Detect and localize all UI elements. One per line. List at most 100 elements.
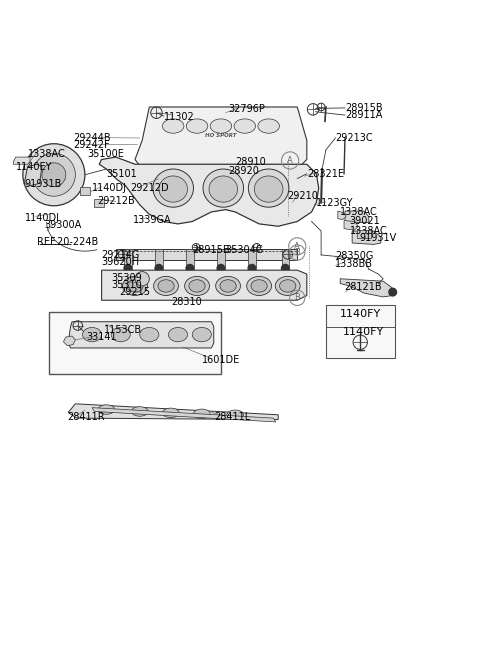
Text: 29214G: 29214G	[102, 250, 140, 260]
Text: 29212B: 29212B	[97, 197, 134, 206]
Ellipse shape	[98, 405, 115, 414]
Text: 28350G: 28350G	[336, 251, 374, 261]
Text: 29212D: 29212D	[130, 183, 169, 193]
Text: 28121B: 28121B	[344, 282, 382, 292]
Ellipse shape	[122, 276, 147, 295]
Text: 35101: 35101	[107, 168, 137, 179]
Bar	[155, 249, 163, 269]
Text: 1601DE: 1601DE	[202, 355, 240, 365]
Circle shape	[42, 163, 66, 187]
Polygon shape	[338, 211, 346, 219]
Circle shape	[217, 264, 225, 272]
Ellipse shape	[153, 169, 193, 207]
Text: 29213C: 29213C	[336, 133, 373, 143]
Text: 29210: 29210	[288, 191, 319, 201]
Text: 39300A: 39300A	[44, 220, 82, 231]
Text: 28915B: 28915B	[345, 103, 383, 113]
Text: 1338AC: 1338AC	[350, 226, 387, 236]
Text: 32796P: 32796P	[228, 104, 265, 114]
Circle shape	[33, 153, 75, 196]
Text: 35304G: 35304G	[226, 245, 264, 255]
Bar	[124, 249, 132, 269]
Text: 28411L: 28411L	[214, 412, 250, 422]
Ellipse shape	[132, 407, 148, 416]
Ellipse shape	[209, 176, 238, 202]
Text: 28915B: 28915B	[192, 245, 230, 255]
Text: 39620H: 39620H	[102, 257, 140, 267]
Circle shape	[124, 264, 132, 272]
Ellipse shape	[186, 119, 208, 133]
Text: 1339GA: 1339GA	[132, 215, 171, 225]
Polygon shape	[92, 407, 276, 422]
Bar	[281, 249, 289, 269]
Text: A: A	[294, 242, 300, 251]
Ellipse shape	[83, 327, 102, 342]
Text: REF.20-224B: REF.20-224B	[37, 236, 98, 247]
Text: A: A	[287, 156, 293, 165]
Text: HO SPORT: HO SPORT	[205, 133, 237, 138]
Text: 11302: 11302	[164, 112, 194, 121]
Polygon shape	[13, 157, 30, 165]
Ellipse shape	[185, 276, 209, 295]
Polygon shape	[63, 336, 75, 345]
Ellipse shape	[127, 279, 143, 292]
Text: B: B	[294, 293, 300, 302]
Text: 39021: 39021	[350, 215, 381, 225]
Ellipse shape	[162, 408, 179, 418]
Text: 1140DJ: 1140DJ	[25, 213, 60, 223]
Polygon shape	[344, 221, 359, 230]
Bar	[357, 230, 371, 238]
Circle shape	[155, 264, 163, 272]
Text: 28411R: 28411R	[67, 412, 105, 422]
Bar	[186, 249, 194, 269]
Ellipse shape	[254, 176, 283, 202]
Text: 1140FY: 1140FY	[343, 327, 384, 337]
Text: 35310: 35310	[111, 279, 142, 289]
Ellipse shape	[168, 327, 188, 342]
Text: 1140DJ: 1140DJ	[92, 183, 127, 193]
Bar	[116, 249, 297, 260]
Polygon shape	[68, 404, 278, 420]
Circle shape	[186, 264, 194, 272]
Bar	[80, 187, 90, 195]
Circle shape	[135, 272, 149, 286]
Text: 28321E: 28321E	[307, 168, 344, 179]
Ellipse shape	[189, 279, 205, 292]
Polygon shape	[352, 231, 381, 244]
Text: 1140FY: 1140FY	[340, 309, 381, 319]
Text: B: B	[294, 248, 300, 257]
Polygon shape	[135, 107, 307, 169]
Text: 35100E: 35100E	[87, 149, 124, 159]
Ellipse shape	[203, 169, 243, 207]
Ellipse shape	[247, 276, 272, 295]
Polygon shape	[340, 279, 393, 297]
Ellipse shape	[158, 279, 174, 292]
Bar	[248, 249, 256, 269]
Circle shape	[389, 289, 396, 296]
Ellipse shape	[258, 119, 279, 133]
Ellipse shape	[280, 279, 296, 292]
Circle shape	[248, 264, 256, 272]
Circle shape	[281, 264, 289, 272]
Bar	[49, 312, 221, 374]
Polygon shape	[24, 165, 42, 185]
Ellipse shape	[162, 119, 184, 133]
Text: 1338AC: 1338AC	[28, 149, 65, 159]
Text: 29215: 29215	[120, 287, 151, 297]
Polygon shape	[68, 322, 214, 348]
Bar	[217, 249, 225, 269]
Text: 28910: 28910	[235, 157, 266, 167]
Ellipse shape	[220, 279, 236, 292]
Ellipse shape	[248, 169, 289, 207]
Text: 1338AC: 1338AC	[340, 207, 378, 217]
Bar	[95, 199, 104, 207]
Ellipse shape	[234, 119, 255, 133]
Polygon shape	[345, 211, 369, 223]
Ellipse shape	[192, 327, 211, 342]
Text: 28911A: 28911A	[345, 110, 383, 120]
Polygon shape	[102, 270, 307, 300]
Text: 91931V: 91931V	[360, 233, 396, 243]
Text: 29242F: 29242F	[73, 140, 109, 150]
Ellipse shape	[159, 176, 188, 202]
Text: 1153CB: 1153CB	[104, 325, 142, 336]
